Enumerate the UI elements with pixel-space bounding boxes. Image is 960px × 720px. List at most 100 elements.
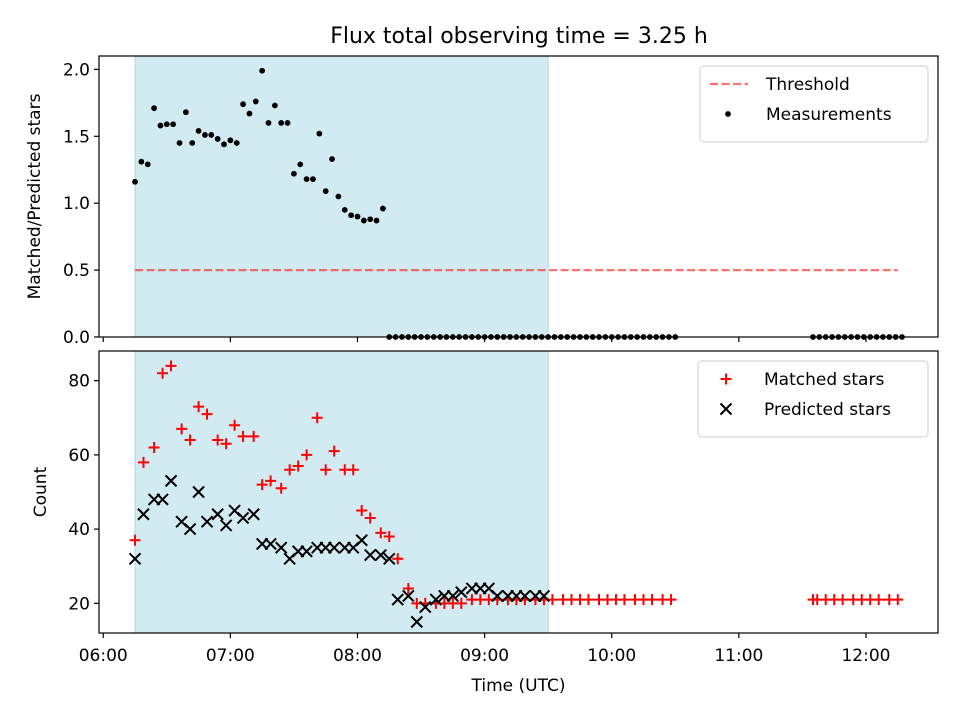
x-tick-label: 10:00 (587, 646, 636, 666)
x-axis-label: Time (UTC) (471, 676, 566, 696)
legend-measurement-swatch (725, 111, 731, 117)
legend-box (697, 360, 929, 438)
measurement-point (316, 130, 323, 137)
predicted-point (383, 552, 396, 565)
legend-box (699, 65, 929, 143)
x-tick-label: 07:00 (206, 646, 255, 666)
measurement-point (202, 132, 208, 138)
measurement-point (208, 132, 215, 138)
matched-point (176, 423, 188, 435)
measurement-point (335, 193, 342, 200)
matched-point (265, 475, 277, 487)
measurement-point (303, 176, 310, 183)
predicted-point (200, 515, 214, 528)
measurement-point (265, 120, 272, 126)
y-tick-label: 0.5 (63, 261, 90, 281)
y-tick-label: 1.0 (63, 194, 90, 214)
y-tick-label: 40 (68, 520, 90, 540)
matched-point (212, 434, 224, 446)
matched-point (201, 408, 213, 420)
predicted-point (156, 493, 169, 506)
matched-point (148, 441, 160, 453)
matched-point (237, 430, 249, 442)
measurement-point (138, 158, 145, 165)
y-axis-label: Count (31, 466, 51, 517)
measurement-point (252, 98, 259, 105)
measurement-point (157, 122, 164, 129)
legend-matched-swatch (720, 373, 732, 385)
predicted-point (192, 485, 205, 499)
y-tick-label: 80 (68, 372, 90, 392)
measurement-point (227, 137, 234, 144)
predicted-point (410, 615, 424, 629)
measurement-point (214, 136, 221, 142)
matched-point (256, 479, 268, 491)
matched-point (328, 445, 340, 457)
measurement-point (221, 141, 227, 148)
predicted-point (419, 600, 432, 614)
predicted-point (355, 534, 368, 547)
measurement-point (310, 176, 316, 183)
matched-point (356, 505, 368, 517)
measurement-point (195, 128, 202, 134)
predicted-point (219, 519, 233, 532)
matched-point (229, 419, 241, 431)
y-tick-label: 1.5 (63, 127, 90, 147)
predicted-point (537, 589, 551, 603)
matched-point (220, 438, 232, 450)
predicted-point (128, 552, 142, 565)
axes-frame (98, 350, 939, 634)
measurement-point (233, 140, 240, 146)
predicted-point (518, 589, 532, 603)
measurement-point (322, 188, 329, 195)
y-tick-label: 0.0 (63, 328, 90, 348)
matched-point (582, 594, 594, 606)
measurement-point (360, 217, 367, 224)
x-tick-label: 11:00 (714, 646, 763, 666)
legend-label: Threshold (765, 75, 850, 95)
matched-point (137, 456, 149, 468)
measurement-point (297, 161, 304, 168)
matched-point (129, 534, 141, 546)
measurement-point (373, 217, 380, 224)
predicted-point (247, 508, 260, 521)
measurement-point (271, 102, 278, 109)
legend-label: Matched stars (764, 370, 884, 390)
y-tick-label: 2.0 (63, 60, 90, 80)
x-tick-label: 08:00 (333, 646, 382, 666)
predicted-point (264, 537, 277, 551)
legend: Threshold Measurements (699, 65, 929, 143)
x-tick-label: 09:00 (460, 646, 509, 666)
predicted-point (164, 474, 178, 488)
legend-label: Measurements (766, 105, 892, 125)
predicted-point (327, 541, 341, 554)
x-tick-label: 12:00 (841, 646, 890, 666)
matched-point (347, 464, 359, 476)
matched-point (165, 360, 177, 372)
matched-point (375, 527, 387, 539)
predicted-point (402, 589, 415, 603)
predicted-point (211, 508, 224, 521)
measurement-point (144, 161, 151, 168)
predicted-point (491, 589, 504, 603)
x-tick-label: 06:00 (79, 646, 128, 666)
predicted-point (391, 593, 404, 606)
predicted-point (446, 589, 460, 603)
measurement-point (291, 170, 297, 177)
measurement-point (246, 110, 253, 117)
axes-frame (98, 55, 939, 338)
matched-point (383, 531, 395, 543)
matched-point (184, 434, 196, 446)
legend-label: Predicted stars (764, 400, 891, 420)
matched-point (392, 553, 404, 565)
predicted-point (429, 593, 443, 606)
matched-point (311, 412, 323, 424)
matched-point (646, 594, 658, 606)
predicted-point (374, 548, 387, 562)
y-axis-label: Matched/Predicted stars (25, 93, 45, 299)
matched-point (320, 464, 332, 476)
matched-point (873, 594, 885, 606)
measurement-point (367, 216, 374, 223)
measurement-point (182, 109, 189, 116)
